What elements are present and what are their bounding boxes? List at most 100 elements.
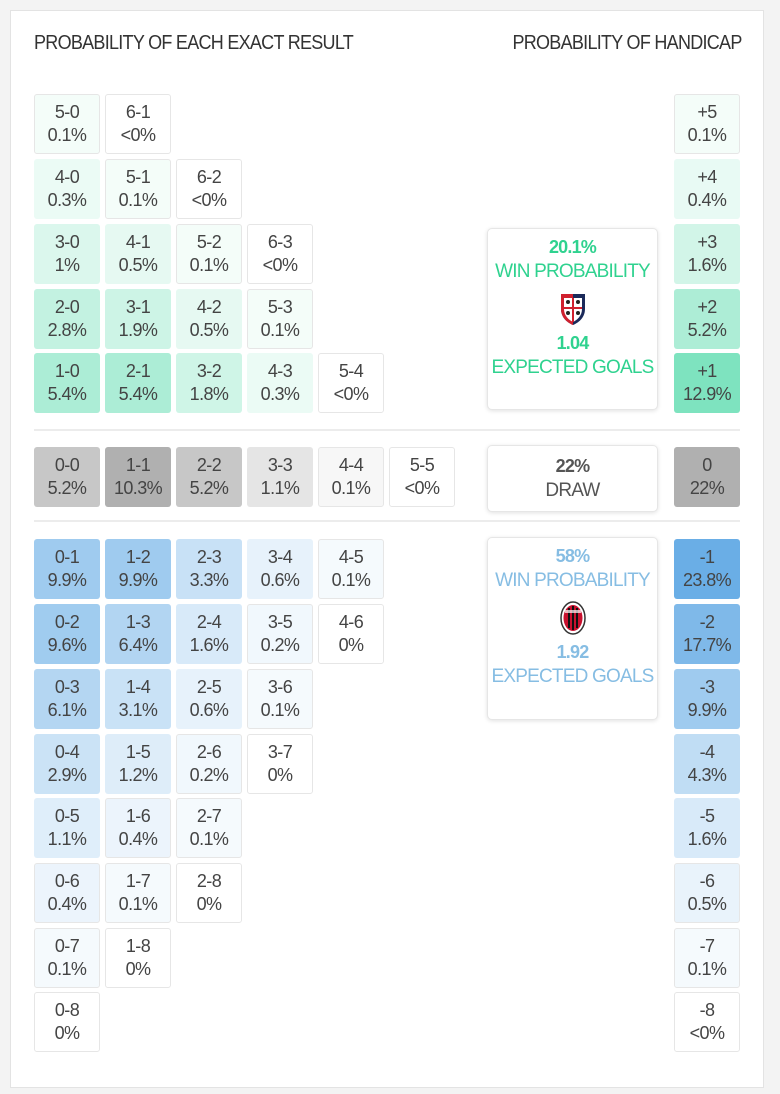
cell-probability: 5.2%	[189, 478, 229, 498]
cell-probability: 0%	[125, 959, 151, 979]
cell-probability: 0.3%	[47, 190, 87, 210]
score-cell: 1-3 6.4%	[105, 604, 171, 664]
score-cell: 2-5 0.6%	[176, 669, 242, 729]
cell-probability: 0%	[196, 894, 222, 914]
score-cell: 1-1 10.3%	[105, 447, 171, 507]
cell-label: 5-1	[125, 167, 151, 187]
cell-label: 4-2	[196, 297, 222, 317]
cell-probability: 0.4%	[47, 894, 87, 914]
score-cell: 5-5 <0%	[389, 447, 455, 507]
cell-label: 5-2	[196, 232, 222, 252]
cell-probability: 0.1%	[47, 959, 87, 979]
cell-probability: 0.1%	[118, 894, 158, 914]
score-cell: 6-1 <0%	[105, 94, 171, 154]
cell-probability: 9.9%	[118, 570, 158, 590]
score-cell: 2-2 5.2%	[176, 447, 242, 507]
cell-probability: <0%	[262, 255, 298, 275]
score-cell: 3-1 1.9%	[105, 289, 171, 349]
handicap-cell: +1 12.9%	[674, 353, 740, 413]
cell-label: -7	[699, 936, 715, 956]
cell-label: +5	[697, 102, 717, 122]
cell-label: 4-0	[54, 167, 80, 187]
score-cell: 4-1 0.5%	[105, 224, 171, 284]
cell-probability: 9.9%	[47, 570, 87, 590]
score-cell: 0-2 9.6%	[34, 604, 100, 664]
score-cell: 2-7 0.1%	[176, 798, 242, 858]
cell-label: 1-7	[125, 871, 151, 891]
exact-result-heading: PROBABILITY OF EACH EXACT RESULT	[34, 32, 354, 54]
score-cell: 5-3 0.1%	[247, 289, 313, 349]
score-cell: 1-5 1.2%	[105, 734, 171, 794]
handicap-cell: -2 17.7%	[674, 604, 740, 664]
cell-label: 2-7	[196, 806, 222, 826]
cell-label: 2-5	[196, 677, 222, 697]
score-cell: 1-8 0%	[105, 928, 171, 988]
cell-probability: 2.9%	[47, 765, 87, 785]
cell-label: +2	[697, 297, 717, 317]
cell-label: 2-4	[196, 612, 222, 632]
cell-label: 0-4	[54, 742, 80, 762]
cell-label: 3-5	[267, 612, 293, 632]
cell-label: 1-8	[125, 936, 151, 956]
cell-label: 2-1	[125, 361, 151, 381]
cell-probability: 0.1%	[118, 190, 158, 210]
cell-label: 3-3	[267, 455, 293, 475]
ac-milan-crest-icon	[559, 601, 586, 635]
cell-probability: 9.6%	[47, 635, 87, 655]
cell-probability: 0.1%	[687, 125, 727, 145]
cell-label: 5-3	[267, 297, 293, 317]
cell-probability: 0.1%	[687, 959, 727, 979]
cell-probability: 3.1%	[118, 700, 158, 720]
score-cell: 0-7 0.1%	[34, 928, 100, 988]
handicap-cell: -3 9.9%	[674, 669, 740, 729]
cell-label: 2-6	[196, 742, 222, 762]
cell-label: 4-3	[267, 361, 293, 381]
score-cell: 3-0 1%	[34, 224, 100, 284]
score-cell: 0-4 2.9%	[34, 734, 100, 794]
cell-probability: 23.8%	[682, 570, 732, 590]
cell-label: 3-0	[54, 232, 80, 252]
score-cell: 3-5 0.2%	[247, 604, 313, 664]
cell-probability: 0.5%	[118, 255, 158, 275]
score-cell: 3-4 0.6%	[247, 539, 313, 599]
cell-label: 5-5	[409, 455, 435, 475]
cell-label: 4-6	[338, 612, 364, 632]
cell-label: 5-4	[338, 361, 364, 381]
draw-summary-card: 22% DRAW	[487, 445, 658, 512]
divider	[34, 429, 740, 431]
cell-probability: 0.5%	[687, 894, 727, 914]
handicap-cell: -7 0.1%	[674, 928, 740, 988]
cell-label: 4-1	[125, 232, 151, 252]
score-cell: 0-8 0%	[34, 992, 100, 1052]
score-cell: 2-6 0.2%	[176, 734, 242, 794]
handicap-cell: -8 <0%	[674, 992, 740, 1052]
cell-label: -3	[699, 677, 715, 697]
score-cell: 4-2 0.5%	[176, 289, 242, 349]
cell-label: 2-8	[196, 871, 222, 891]
cell-probability: 4.3%	[687, 765, 727, 785]
away-xg: 1.92	[556, 642, 590, 662]
cell-probability: 1.8%	[189, 384, 229, 404]
cell-label: +4	[697, 167, 717, 187]
away-summary-card: 58% WIN PROBABILITY 1.92 EXPECTED GOALS	[487, 537, 658, 720]
cell-label: 1-5	[125, 742, 151, 762]
cell-label: 1-1	[125, 455, 151, 475]
cell-label: 0-2	[54, 612, 80, 632]
cell-label: 0-8	[54, 1000, 80, 1020]
cell-probability: <0%	[191, 190, 227, 210]
cell-probability: 0.4%	[118, 829, 158, 849]
home-win-label: WIN PROBABILITY	[495, 261, 651, 282]
cell-label: 3-2	[196, 361, 222, 381]
score-cell: 2-0 2.8%	[34, 289, 100, 349]
handicap-cell: +5 0.1%	[674, 94, 740, 154]
home-xg: 1.04	[556, 333, 590, 353]
cell-probability: 1%	[54, 255, 80, 275]
cell-label: 6-3	[267, 232, 293, 252]
cell-probability: 6.4%	[118, 635, 158, 655]
away-win-label: WIN PROBABILITY	[495, 570, 651, 591]
cell-label: 0-0	[54, 455, 80, 475]
handicap-cell: -1 23.8%	[674, 539, 740, 599]
cell-probability: 0.5%	[189, 320, 229, 340]
score-cell: 0-0 5.2%	[34, 447, 100, 507]
cell-probability: 0%	[54, 1023, 80, 1043]
